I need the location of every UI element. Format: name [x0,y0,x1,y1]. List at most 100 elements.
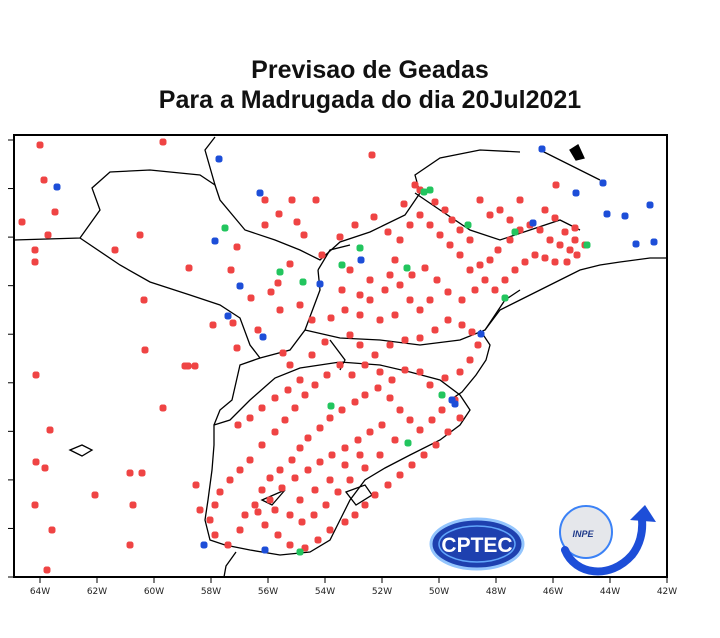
frost-point-blue [259,333,267,341]
frost-point-red [396,281,404,289]
frost-point-blue [650,238,658,246]
frost-point-blue [53,183,61,191]
map-title-line2: Para a Madrugada do dia 20Jul2021 [158,86,582,114]
frost-point-red [486,211,494,219]
frost-point-red [466,236,474,244]
frost-point-red [531,251,539,259]
frost-point-red [426,381,434,389]
frost-point-red [386,341,394,349]
frost-point-red [536,226,544,234]
frost-point-red [44,231,52,239]
frost-point-red [386,271,394,279]
frost-point-green [296,548,304,556]
frost-point-red [254,326,262,334]
frost-point-blue [261,546,269,554]
frost-point-blue [357,256,365,264]
y-axis-ticks [8,139,14,578]
frost-point-red [326,476,334,484]
frost-point-red [185,264,193,272]
frost-point-red [301,391,309,399]
frost-point-red [374,384,382,392]
frost-point-red [366,276,374,284]
frost-point-red [444,288,452,296]
frost-point-blue [572,189,580,197]
frost-point-red [246,456,254,464]
frost-point-red [36,141,44,149]
frost-point-red [271,428,279,436]
frost-point-red [356,451,364,459]
frost-point-red [111,246,119,254]
frost-point-red [346,476,354,484]
frost-point-red [341,518,349,526]
frost-point-red [346,331,354,339]
frost-point-red [366,296,374,304]
frost-point-red [506,236,514,244]
x-axis-ticks: 64W 62W 60W 58W 56W 54W 52W 50W 48W 46W 44W 42W [30,577,677,597]
frost-point-red [476,261,484,269]
frost-point-red [278,484,286,492]
x-tick-label: 44W [600,587,620,597]
frost-point-red [311,486,319,494]
x-tick-label: 50W [429,587,449,597]
frost-point-red [356,311,364,319]
frost-point-blue [215,155,223,163]
frost-point-red [556,241,564,249]
frost-point-blue [448,396,456,404]
map-frame [13,134,668,578]
frost-point-red [351,398,359,406]
frost-point-red [386,394,394,402]
frost-point-red [456,414,464,422]
frost-point-red [32,371,40,379]
frost-point-red [138,469,146,477]
frost-point-red [321,338,329,346]
frost-point-red [351,511,359,519]
x-tick-label: 60W [144,587,164,597]
frost-point-red [468,328,476,336]
frost-point-green [464,221,472,229]
frost-point-red [376,451,384,459]
frost-point-red [400,200,408,208]
frost-point-red [18,218,26,226]
frost-point-red [501,276,509,284]
frost-point-blue [224,312,232,320]
frost-point-red [236,466,244,474]
frost-point-red [346,266,354,274]
frost-point-blue [538,145,546,153]
frost-point-red [322,501,330,509]
frost-point-red [229,319,237,327]
frost-point-red [141,346,149,354]
frost-point-red [371,351,379,359]
frost-point-red [366,428,374,436]
frost-point-red [496,206,504,214]
frost-point-red [370,213,378,221]
x-tick-label: 58W [201,587,221,597]
frost-point-red [211,531,219,539]
frost-point-red [444,428,452,436]
frost-point-red [471,286,479,294]
frost-point-blue [200,541,208,549]
frost-point-red [456,226,464,234]
frost-point-red [551,258,559,266]
cptec-logo-text: CPTEC [441,534,512,557]
frost-point-red [416,211,424,219]
frost-point-blue [477,330,485,338]
frost-point-red [456,251,464,259]
x-tick-label: 46W [543,587,563,597]
frost-point-red [406,416,414,424]
frost-point-red [291,404,299,412]
frost-point-red [236,526,244,534]
frost-point-red [136,231,144,239]
frost-point-red [361,464,369,472]
frost-point-red [291,474,299,482]
frost-point-red [401,336,409,344]
frost-point-red [40,176,48,184]
cptec-logo: CPTEC [429,517,525,571]
frost-point-green [276,268,284,276]
map-title-line1: Previsao de Geadas [251,56,489,84]
frost-point-red [376,316,384,324]
frost-point-red [327,314,335,322]
frost-point-red [441,206,449,214]
frost-point-red [261,221,269,229]
frost-point-red [224,541,232,549]
frost-points-red [18,138,589,574]
